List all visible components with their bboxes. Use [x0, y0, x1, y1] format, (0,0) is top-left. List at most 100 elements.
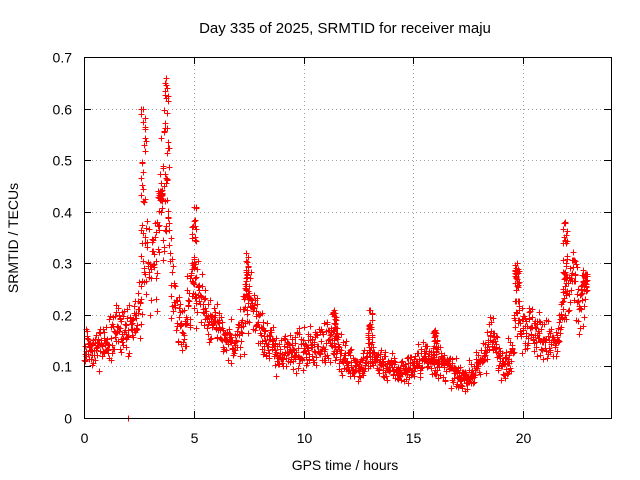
data-point — [322, 346, 329, 353]
data-point — [361, 347, 368, 354]
y-tick-label: 0 — [64, 411, 72, 427]
data-point — [105, 347, 112, 354]
y-tick-label: 0.7 — [53, 50, 73, 66]
data-point — [404, 355, 411, 362]
data-point — [191, 204, 198, 211]
data-point — [331, 335, 338, 342]
y-tick-label: 0.6 — [53, 102, 73, 118]
data-point — [339, 372, 346, 379]
data-point — [219, 319, 226, 326]
data-point — [135, 290, 142, 297]
data-point — [176, 305, 183, 312]
data-point — [383, 373, 390, 380]
data-point — [270, 324, 277, 331]
data-point — [161, 107, 168, 114]
data-point — [333, 354, 340, 361]
data-point — [243, 291, 250, 298]
data-point — [290, 346, 297, 353]
data-point — [466, 357, 473, 364]
data-point — [177, 323, 184, 330]
data-point — [313, 354, 320, 361]
y-tick-label: 0.4 — [53, 205, 73, 221]
data-point — [191, 305, 198, 312]
data-point — [449, 356, 456, 363]
data-point — [133, 327, 140, 334]
data-point — [162, 120, 169, 127]
data-point — [123, 322, 130, 329]
data-point — [295, 365, 302, 372]
data-point — [181, 336, 188, 343]
data-point — [111, 346, 118, 353]
data-point — [109, 342, 116, 349]
data-point — [177, 301, 184, 308]
data-point — [176, 294, 183, 301]
data-point — [136, 306, 143, 313]
data-point — [309, 353, 316, 360]
data-point — [525, 340, 532, 347]
data-point — [120, 313, 127, 320]
data-point — [411, 368, 418, 375]
data-point — [287, 332, 294, 339]
data-point — [547, 330, 554, 337]
data-point — [172, 283, 179, 290]
data-point — [366, 323, 373, 330]
data-point — [89, 341, 96, 348]
data-point — [362, 359, 369, 366]
data-point — [307, 323, 314, 330]
data-point — [176, 314, 183, 321]
data-point — [143, 291, 150, 298]
data-point — [170, 263, 177, 270]
data-point — [562, 219, 569, 226]
data-point — [332, 357, 339, 364]
data-point — [560, 257, 567, 264]
data-point — [254, 301, 261, 308]
data-point — [237, 353, 244, 360]
data-point — [164, 177, 171, 184]
data-point — [192, 261, 199, 268]
data-point — [142, 124, 149, 131]
data-point — [517, 320, 524, 327]
data-point — [162, 171, 169, 178]
data-point — [118, 318, 125, 325]
data-point — [558, 311, 565, 318]
data-point — [432, 327, 439, 334]
data-point — [164, 85, 171, 92]
data-point — [577, 305, 584, 312]
data-point — [519, 305, 526, 312]
data-point — [318, 338, 325, 345]
data-point — [361, 368, 368, 375]
data-point — [183, 321, 190, 328]
data-point — [252, 327, 259, 334]
data-point — [332, 324, 339, 331]
data-point — [94, 352, 101, 359]
data-point — [141, 199, 148, 206]
data-point — [475, 352, 482, 359]
data-point — [226, 326, 233, 333]
data-point — [244, 259, 251, 266]
data-point — [201, 296, 208, 303]
data-point — [138, 192, 145, 199]
data-point — [338, 368, 345, 375]
data-point — [228, 360, 235, 367]
data-point — [578, 287, 585, 294]
data-point — [96, 368, 103, 375]
data-point — [112, 334, 119, 341]
data-point — [272, 362, 279, 369]
data-point — [560, 226, 567, 233]
data-point — [125, 333, 132, 340]
data-point — [207, 336, 214, 343]
data-point — [582, 271, 589, 278]
data-point — [124, 306, 131, 313]
data-point — [130, 334, 137, 341]
data-point — [152, 234, 159, 241]
data-point — [580, 323, 587, 330]
data-point — [509, 342, 516, 349]
data-point — [161, 129, 168, 136]
data-point — [134, 326, 141, 333]
data-point — [156, 249, 163, 256]
data-point — [564, 256, 571, 263]
data-point — [119, 339, 126, 346]
data-point — [225, 357, 232, 364]
data-point — [579, 297, 586, 304]
data-point — [556, 319, 563, 326]
